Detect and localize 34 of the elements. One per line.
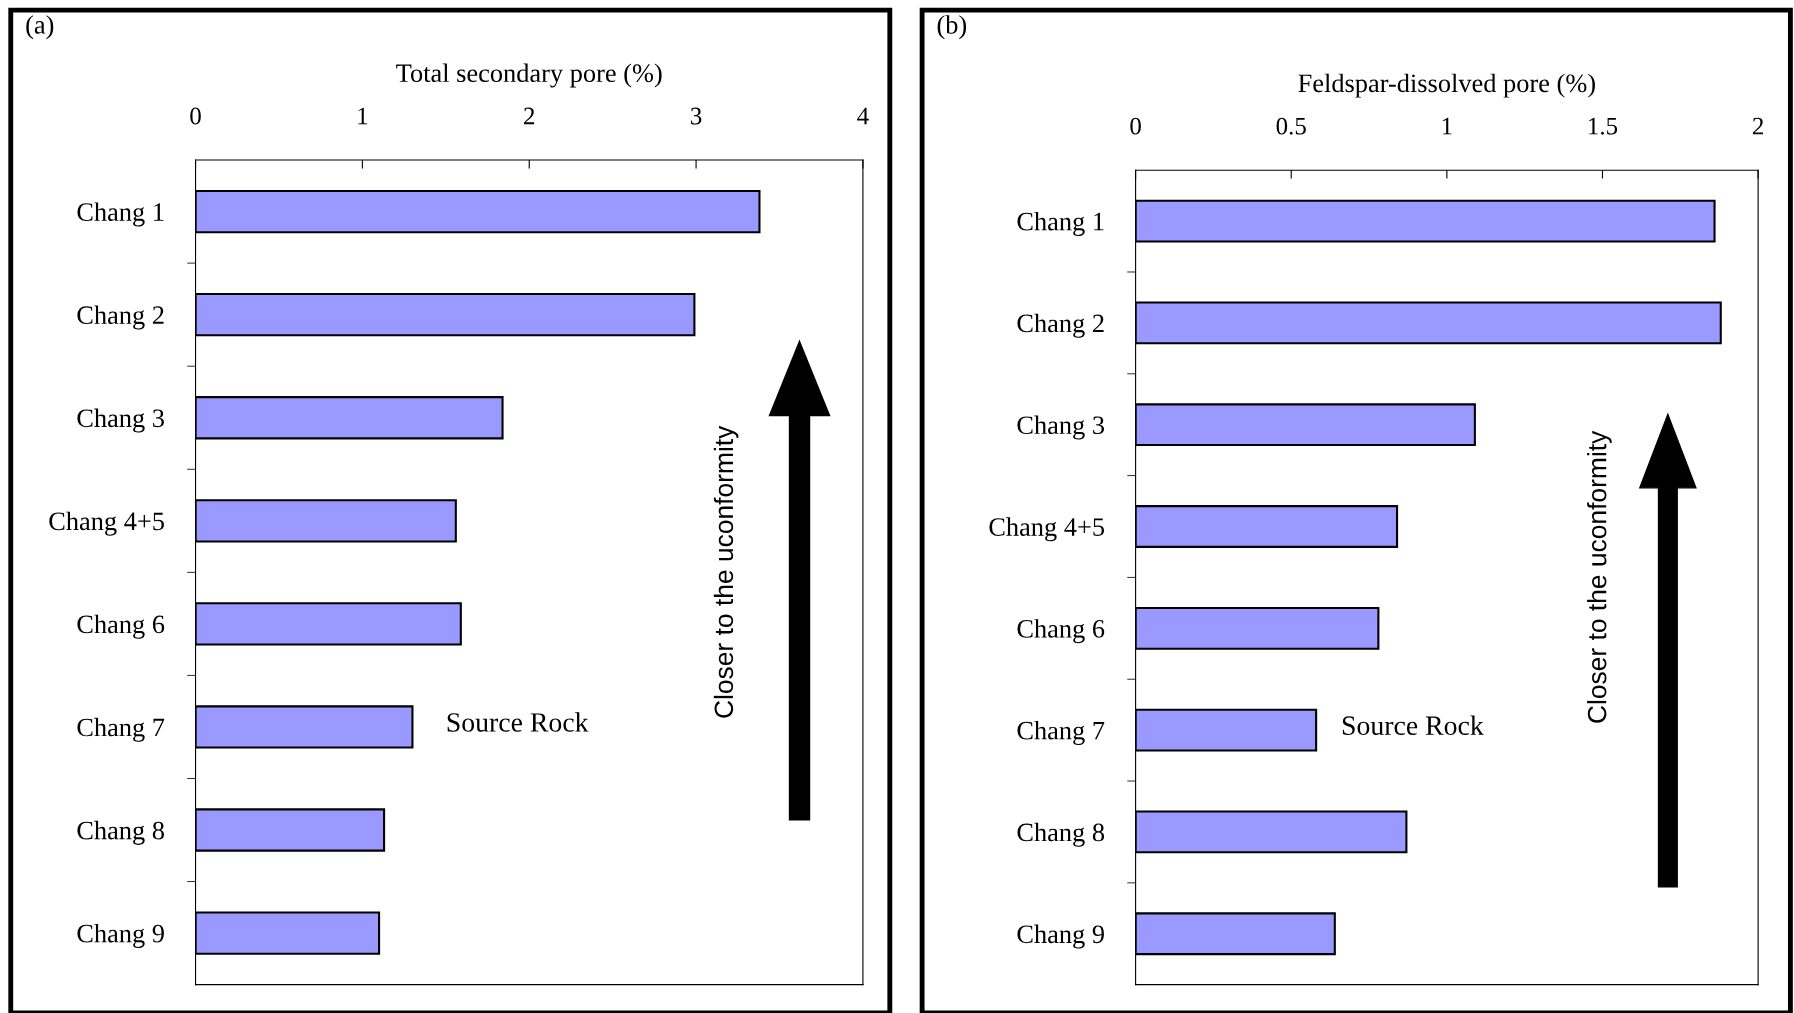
annotation: Closer to the uconformity [1587, 430, 1612, 723]
y-tick-label: Chang 9 [77, 923, 164, 948]
x-tick-label: 0.5 [1276, 117, 1306, 135]
x-tick-label: 1 [358, 107, 368, 125]
y-tick-label: Chang 1 [1017, 211, 1104, 236]
y-tick-label: Chang 3 [1017, 415, 1105, 440]
x-tick-label: 0 [1130, 117, 1141, 135]
x-axis-title: Total secondary pore (%) [396, 63, 662, 88]
x-tick-label: 2 [1752, 117, 1763, 135]
y-tick-label: Chang 8 [77, 820, 164, 845]
y-tick-label: Chang 8 [1017, 822, 1105, 847]
annotation: Source Rock [447, 712, 589, 732]
annotation: Source Rock [1342, 715, 1484, 736]
y-tick-label: Chang 7 [77, 717, 165, 742]
y-tick-label: Chang 2 [77, 305, 164, 330]
y-tick-label: Chang 6 [77, 614, 165, 639]
x-tick-label: 4 [857, 107, 869, 125]
x-axis-title: Feldspar-dissolved pore (%) [1298, 73, 1595, 98]
x-tick-label: 1 [1442, 117, 1452, 135]
x-tick-label: 3 [691, 107, 702, 125]
y-tick-label: Chang 9 [1017, 924, 1104, 949]
annotation: Closer to the uconformity [713, 425, 739, 718]
x-tick-label: 1.5 [1589, 117, 1618, 135]
y-tick-label: Chang 6 [1017, 619, 1105, 644]
y-tick-label: Chang 3 [77, 408, 164, 433]
chart-title: (b) [937, 15, 967, 40]
y-tick-label: Chang 2 [1017, 313, 1104, 338]
y-tick-label: Chang 1 [77, 202, 164, 227]
y-tick-label: Chang 4+5 [989, 517, 1105, 542]
x-tick-label: 2 [524, 107, 535, 125]
y-tick-label: Chang 7 [1017, 720, 1105, 745]
x-tick-label: 0 [190, 107, 201, 125]
y-tick-label: Chang 4+5 [49, 511, 164, 536]
chart-title: (a) [26, 15, 54, 40]
